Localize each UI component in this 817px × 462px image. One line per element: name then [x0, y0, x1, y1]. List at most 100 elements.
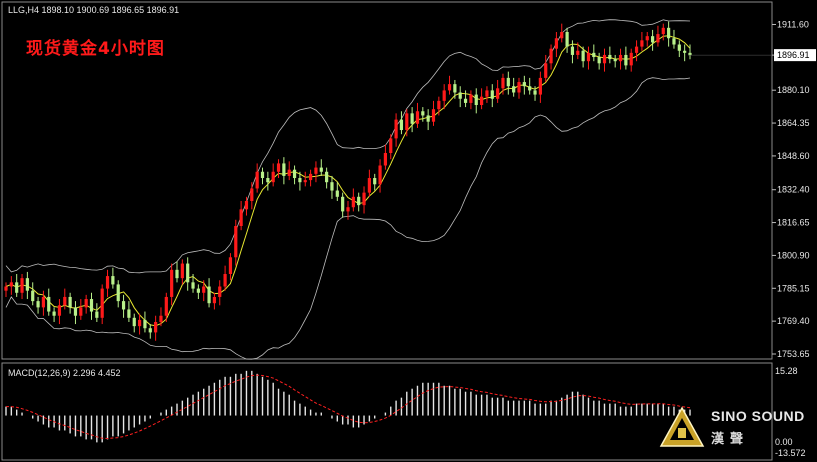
- candle-body: [528, 86, 532, 91]
- candle-body: [218, 286, 222, 297]
- candle-body: [683, 50, 687, 53]
- macd-label: MACD(12,26,9) 2.296 4.452: [8, 368, 121, 378]
- candle-body: [308, 173, 313, 181]
- candle-body: [132, 317, 136, 327]
- price-tick-label: 1880.10: [777, 85, 810, 95]
- candle-body: [266, 178, 270, 183]
- candle-body: [415, 111, 420, 124]
- candle-body: [602, 54, 607, 64]
- candle-body: [565, 31, 569, 47]
- candle-body: [373, 178, 377, 185]
- macd-top-tick: 15.28: [775, 366, 798, 376]
- candle-body: [640, 40, 644, 47]
- macd-indicator: [5, 370, 691, 443]
- price-tick-label: 1769.40: [777, 316, 810, 326]
- moving-average-line: [5, 35, 691, 327]
- candle-body: [517, 82, 521, 93]
- candle-body: [298, 178, 302, 183]
- watermark-cn: 漢聲: [711, 432, 750, 447]
- candle-body: [634, 46, 639, 53]
- candle-body: [378, 165, 382, 185]
- candle-body: [175, 269, 179, 279]
- candle-body: [202, 286, 206, 293]
- macd-panel-frame: [1, 362, 773, 461]
- candle-body: [57, 305, 62, 316]
- candle-body: [581, 50, 585, 62]
- candle-body: [512, 86, 516, 93]
- candle-body: [292, 169, 297, 179]
- candle-body: [116, 284, 120, 302]
- candle-body: [325, 171, 329, 183]
- candle-body: [212, 296, 217, 304]
- price-tick-label: 1911.60: [777, 19, 809, 29]
- candle-body: [186, 263, 190, 283]
- candle-body: [276, 163, 281, 172]
- candle-body: [554, 38, 559, 49]
- candle-body: [357, 196, 361, 206]
- candle-body: [383, 152, 388, 166]
- candle-body: [437, 100, 441, 110]
- candle-body: [570, 46, 575, 55]
- candle-body: [137, 319, 142, 327]
- symbol-header: LLG,H4 1898.10 1900.69 1896.65 1896.91: [8, 5, 179, 15]
- candle-body: [496, 88, 500, 99]
- candle-body: [4, 286, 8, 291]
- candle-body: [367, 178, 371, 193]
- candle-body: [613, 59, 617, 62]
- candle-body: [549, 48, 553, 64]
- candle-body: [105, 276, 110, 289]
- candle-body: [533, 90, 537, 95]
- candle-body: [522, 82, 526, 87]
- candle-body: [271, 171, 275, 183]
- candle-body: [148, 328, 152, 333]
- candle-body: [180, 263, 184, 279]
- candle-body: [394, 119, 398, 139]
- candle-body: [41, 296, 46, 308]
- candle-body: [9, 282, 13, 287]
- candle-body: [469, 94, 473, 103]
- candle-body: [426, 115, 430, 122]
- candle-body: [458, 92, 462, 99]
- price-tick-label: 1785.15: [777, 283, 810, 293]
- moving-average: [5, 35, 691, 327]
- candle-body: [68, 296, 72, 308]
- candle-body: [143, 319, 147, 329]
- price-tick-label: 1816.65: [777, 218, 810, 228]
- price-tick-label: 1800.90: [777, 250, 810, 260]
- candle-body: [52, 311, 56, 316]
- current-price-label: 1896.91: [777, 50, 810, 60]
- candle-body: [73, 307, 78, 316]
- candle-body: [127, 309, 131, 318]
- candle-body: [234, 226, 238, 258]
- candle-body: [319, 167, 323, 172]
- candle-body: [239, 209, 243, 227]
- candle-body: [656, 34, 660, 43]
- candle-body: [592, 52, 596, 58]
- candle-body: [618, 54, 623, 62]
- candle-body: [410, 113, 414, 124]
- macd-signal-line: [6, 374, 691, 440]
- chart-title: 现货黄金4小时图: [26, 39, 165, 59]
- candle-body: [501, 77, 505, 89]
- sino-sound-logo-icon: [659, 406, 705, 447]
- candle-body: [228, 257, 233, 274]
- candle-body: [250, 188, 254, 201]
- candle-body: [560, 31, 564, 39]
- candle-body: [95, 311, 99, 318]
- price-tick-label: 1864.35: [777, 118, 810, 128]
- candle-body: [479, 96, 484, 106]
- candle-body: [31, 290, 35, 302]
- candle-body: [282, 163, 286, 176]
- candle-body: [389, 138, 393, 153]
- candle-body: [447, 84, 452, 91]
- candle-body: [405, 113, 409, 131]
- candle-body: [255, 171, 259, 189]
- candle-body: [490, 90, 494, 99]
- candle-body: [650, 36, 655, 43]
- candle-body: [159, 315, 163, 322]
- candle-body: [15, 282, 19, 293]
- candle-body: [154, 321, 158, 333]
- candle-body: [79, 307, 83, 316]
- candle-body: [191, 282, 195, 289]
